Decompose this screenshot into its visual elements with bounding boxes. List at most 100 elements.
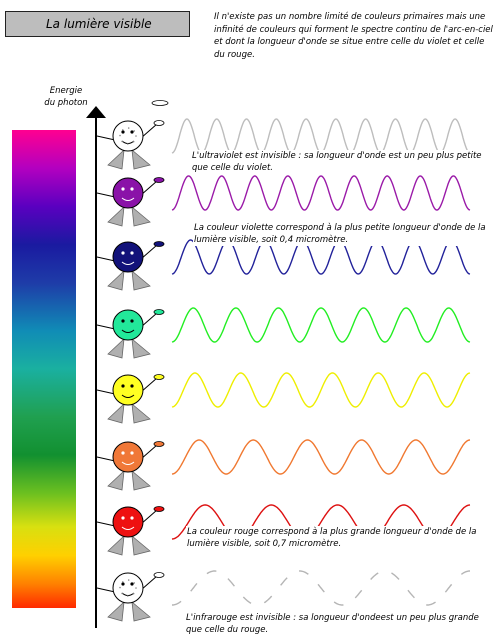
wave-blue bbox=[171, 239, 471, 275]
energy-axis-label-line2: du photon bbox=[44, 98, 88, 108]
photon-eye-right-violet bbox=[130, 187, 134, 191]
photon-eye-right-red bbox=[130, 516, 134, 520]
photon-eye-left-violet bbox=[121, 187, 125, 191]
photon-eye-right-blue bbox=[130, 251, 134, 255]
photon-eye-left-orange bbox=[121, 451, 125, 455]
intro-text: Il n'existe pas un nombre limité de coul… bbox=[214, 12, 493, 60]
photon-arm-right-violet bbox=[140, 180, 158, 196]
photon-leg-right-green bbox=[131, 338, 151, 359]
photon-mouth-red bbox=[121, 526, 135, 530]
photon-arm-right-red bbox=[140, 509, 158, 525]
title-box: La lumière visible bbox=[5, 11, 190, 37]
wave-yellow bbox=[171, 372, 471, 408]
photon-dot-infrared bbox=[119, 586, 121, 589]
photon-leg-right-ultraviolet bbox=[131, 149, 151, 170]
wave-ultraviolet bbox=[171, 118, 471, 154]
photon-eye-left-yellow bbox=[121, 384, 125, 388]
photon-eye-right-green bbox=[130, 319, 134, 323]
photon-dot-ultraviolet bbox=[119, 134, 121, 137]
photon-face-red bbox=[112, 506, 144, 538]
photon-hand-infrared bbox=[153, 572, 165, 578]
page-title: La lumière visible bbox=[46, 17, 152, 31]
photon-eye-right-ultraviolet bbox=[130, 130, 134, 134]
photon-leg-right-red bbox=[131, 535, 151, 556]
photon-leg-left-ultraviolet bbox=[107, 148, 125, 170]
photon-eye-left-green bbox=[121, 319, 125, 323]
energy-axis-label-line1: Energie bbox=[49, 86, 83, 96]
photon-leg-right-infrared bbox=[131, 601, 151, 622]
photon-eye-right-infrared bbox=[130, 582, 134, 586]
note-red: La couleur rouge correspond à la plus gr… bbox=[186, 526, 498, 550]
wave-orange bbox=[171, 439, 471, 475]
energy-axis-label: Energie du photon bbox=[42, 85, 90, 109]
photon-mouth-violet bbox=[121, 197, 135, 201]
photon-hand-yellow bbox=[153, 374, 165, 380]
photon-arm-blue bbox=[96, 256, 116, 262]
photon-leg-left-blue bbox=[107, 269, 125, 291]
photon-dot-infrared bbox=[121, 592, 123, 595]
photon-eye-left-ultraviolet bbox=[121, 130, 125, 134]
photon-arm-violet bbox=[96, 192, 116, 198]
photon-arm-infrared bbox=[96, 587, 116, 593]
photon-arm-right-yellow bbox=[140, 377, 158, 393]
photon-leg-left-yellow bbox=[107, 402, 125, 424]
photon-dot-ultraviolet bbox=[126, 143, 129, 145]
photon-arm-right-infrared bbox=[140, 575, 158, 591]
photon-dot-infrared bbox=[133, 582, 136, 584]
photon-eye-left-red bbox=[121, 516, 125, 520]
photon-mouth-yellow bbox=[121, 394, 135, 398]
photon-leg-left-infrared bbox=[107, 600, 125, 622]
energy-axis-arrow bbox=[86, 106, 106, 118]
photon-hand-red bbox=[153, 506, 165, 512]
wave-green bbox=[171, 307, 471, 343]
photon-eye-right-orange bbox=[130, 451, 134, 455]
photon-eye-left-blue bbox=[121, 251, 125, 255]
photon-dot-ultraviolet bbox=[121, 140, 123, 143]
photon-leg-right-blue bbox=[131, 270, 151, 291]
photon-arm-orange bbox=[96, 456, 116, 462]
photon-dot-ultraviolet bbox=[121, 129, 124, 131]
photon-arm-green bbox=[96, 324, 116, 330]
photon-arm-ultraviolet bbox=[96, 135, 116, 141]
photon-dot-ultraviolet bbox=[133, 130, 136, 132]
photon-arm-right-ultraviolet bbox=[140, 123, 158, 139]
photon-hand-violet bbox=[153, 177, 165, 183]
photon-dot-infrared bbox=[126, 595, 129, 597]
photon-dot-infrared bbox=[135, 587, 137, 589]
photon-face-green bbox=[112, 309, 144, 341]
photon-face-blue bbox=[112, 241, 144, 273]
photon-arm-yellow bbox=[96, 389, 116, 395]
photon-leg-left-violet bbox=[107, 205, 125, 227]
note-infrared: L'infrarouge est invisible : sa longueur… bbox=[185, 612, 487, 636]
photon-face-infrared bbox=[112, 572, 144, 604]
photon-dot-infrared bbox=[121, 581, 124, 583]
wave-violet bbox=[171, 175, 471, 211]
photon-face-ultraviolet bbox=[112, 120, 144, 152]
photon-hand-orange bbox=[153, 441, 165, 447]
wave-red bbox=[171, 504, 471, 540]
photon-hand-ultraviolet bbox=[153, 120, 165, 126]
photon-face-yellow bbox=[112, 374, 144, 406]
photon-dot-ultraviolet bbox=[132, 140, 135, 143]
photon-face-violet bbox=[112, 177, 144, 209]
photon-leg-right-violet bbox=[131, 206, 151, 227]
photon-eye-right-yellow bbox=[130, 384, 134, 388]
photon-mouth-blue bbox=[121, 261, 135, 265]
photon-dot-ultraviolet bbox=[135, 135, 137, 137]
photon-arm-right-orange bbox=[140, 444, 158, 460]
photon-leg-right-yellow bbox=[131, 403, 151, 424]
wave-infrared bbox=[172, 570, 470, 606]
note-ultraviolet: L'ultraviolet est invisible : sa longueu… bbox=[191, 150, 493, 174]
photon-dot-ultraviolet bbox=[127, 127, 130, 129]
photon-arm-right-green bbox=[140, 312, 158, 328]
photon-mouth-green bbox=[121, 329, 135, 333]
plate-top bbox=[151, 100, 169, 106]
note-violet: La couleur violette correspond à la plus… bbox=[193, 222, 497, 246]
photon-eye-left-infrared bbox=[121, 582, 125, 586]
photon-hand-green bbox=[153, 309, 165, 315]
photon-dot-infrared bbox=[132, 592, 135, 595]
photon-mouth-orange bbox=[121, 461, 135, 465]
photon-face-orange bbox=[112, 441, 144, 473]
photon-leg-left-red bbox=[107, 534, 125, 556]
